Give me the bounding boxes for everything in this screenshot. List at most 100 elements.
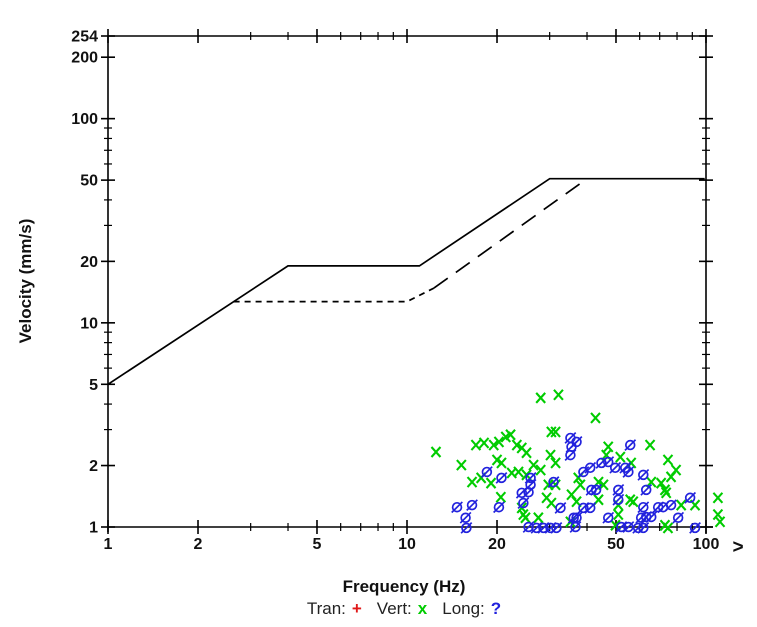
long-circle-marker <box>602 456 614 468</box>
vert-x-marker <box>602 441 614 453</box>
long-circle-marker <box>638 522 649 534</box>
x-tick-label: 100 <box>693 536 720 553</box>
vert-x-marker <box>662 522 674 534</box>
long-circle-marker <box>684 492 696 504</box>
long-slash-marker <box>689 521 701 534</box>
long-circle-marker <box>689 522 701 534</box>
long-circle-marker <box>616 521 627 533</box>
long-circle-marker <box>578 466 589 478</box>
legend-symbol: ? <box>490 599 502 618</box>
long-slash-marker <box>637 521 650 534</box>
x-tick-label: 20 <box>488 536 506 553</box>
long-slash-marker <box>612 483 625 496</box>
long-circle-marker <box>451 501 463 513</box>
long-circle-marker <box>538 522 549 534</box>
long-circle-marker <box>584 502 596 514</box>
series-long <box>451 432 701 534</box>
vert-x-marker <box>613 508 624 521</box>
long-circle-marker <box>638 501 649 513</box>
legend-label: Long: <box>442 599 485 618</box>
legend-label: Tran: <box>306 599 346 618</box>
long-slash-marker <box>684 491 697 504</box>
long-slash-marker <box>584 461 597 474</box>
x-axis-overflow: > <box>732 537 743 558</box>
vert-x-marker <box>535 464 546 476</box>
vert-x-marker <box>615 451 626 463</box>
long-slash-marker <box>622 466 635 478</box>
long-circle-marker <box>623 466 634 478</box>
vert-x-marker <box>546 426 557 438</box>
long-circle-marker <box>481 466 493 478</box>
long-circle-marker <box>525 472 536 484</box>
long-circle-marker <box>523 486 534 498</box>
vert-x-marker <box>466 476 478 488</box>
y-tick-label: 20 <box>80 254 98 271</box>
vert-x-marker <box>521 447 532 459</box>
long-circle-marker <box>613 484 624 496</box>
y-axis-title: Velocity (mm/s) <box>16 218 35 344</box>
long-slash-marker <box>602 456 615 468</box>
long-slash-marker <box>451 501 463 514</box>
x-tick-label: 10 <box>398 536 416 553</box>
long-circle-marker <box>460 512 471 523</box>
y-tick-label: 100 <box>71 111 98 128</box>
long-circle-marker <box>590 484 602 496</box>
vert-x-marker <box>553 389 564 401</box>
vert-x-marker <box>662 454 674 466</box>
x-axis-title: Frequency (Hz) <box>342 577 466 596</box>
long-circle-marker <box>646 511 657 523</box>
vert-x-marker <box>488 439 500 451</box>
x-tick-label: 5 <box>313 536 322 553</box>
legend-label: Vert: <box>376 599 412 618</box>
long-slash-marker <box>637 468 650 481</box>
vert-x-marker <box>659 484 671 496</box>
vert-x-marker <box>470 439 482 451</box>
long-slash-marker <box>459 511 472 524</box>
y-tick-label: 254 <box>71 29 98 46</box>
y-tick-label: 200 <box>71 50 98 67</box>
y-tick-label: 1 <box>89 520 98 537</box>
long-slash-marker <box>577 466 590 478</box>
vert-x-marker <box>496 457 507 469</box>
legend-item-vert: Vert: x <box>377 599 427 619</box>
long-circle-marker <box>548 476 559 488</box>
long-circle-marker <box>493 501 505 513</box>
vert-x-marker <box>430 446 442 458</box>
vert-x-marker <box>610 519 621 531</box>
vert-x-marker <box>714 516 726 528</box>
vert-x-marker <box>550 426 561 438</box>
vert-x-marker <box>655 477 667 489</box>
vert-x-marker <box>712 492 724 504</box>
long-slash-marker <box>624 439 637 451</box>
long-slash-marker <box>493 501 505 514</box>
long-slash-marker <box>517 497 530 509</box>
long-slash-marker <box>564 432 577 444</box>
vert-x-marker <box>478 437 490 449</box>
long-circle-marker <box>638 469 649 481</box>
long-circle-marker <box>555 502 566 514</box>
legend-symbol: + <box>351 599 362 618</box>
long-slash-marker <box>672 511 685 524</box>
long-slash-marker <box>495 471 508 484</box>
legend: Tran: + Vert: x Long:? <box>307 599 501 619</box>
vert-x-marker <box>513 466 524 478</box>
long-slash-marker <box>522 521 535 533</box>
long-slash-marker <box>590 483 603 496</box>
long-slash-marker <box>565 440 578 453</box>
vert-x-marker <box>518 508 529 521</box>
long-slash-marker <box>569 521 582 533</box>
long-slash-marker <box>460 521 473 534</box>
vert-x-marker <box>511 439 523 451</box>
long-slash-marker <box>550 521 563 534</box>
x-tick-label: 2 <box>194 536 203 553</box>
long-circle-marker <box>516 487 528 499</box>
long-circle-marker <box>496 472 507 484</box>
long-slash-marker <box>547 476 560 488</box>
long-slash-marker <box>602 511 615 524</box>
y-tick-label: 5 <box>89 377 98 394</box>
vert-x-marker <box>575 479 586 491</box>
vert-x-marker <box>493 436 505 448</box>
long-circle-marker <box>672 512 684 523</box>
long-slash-marker <box>622 521 635 533</box>
